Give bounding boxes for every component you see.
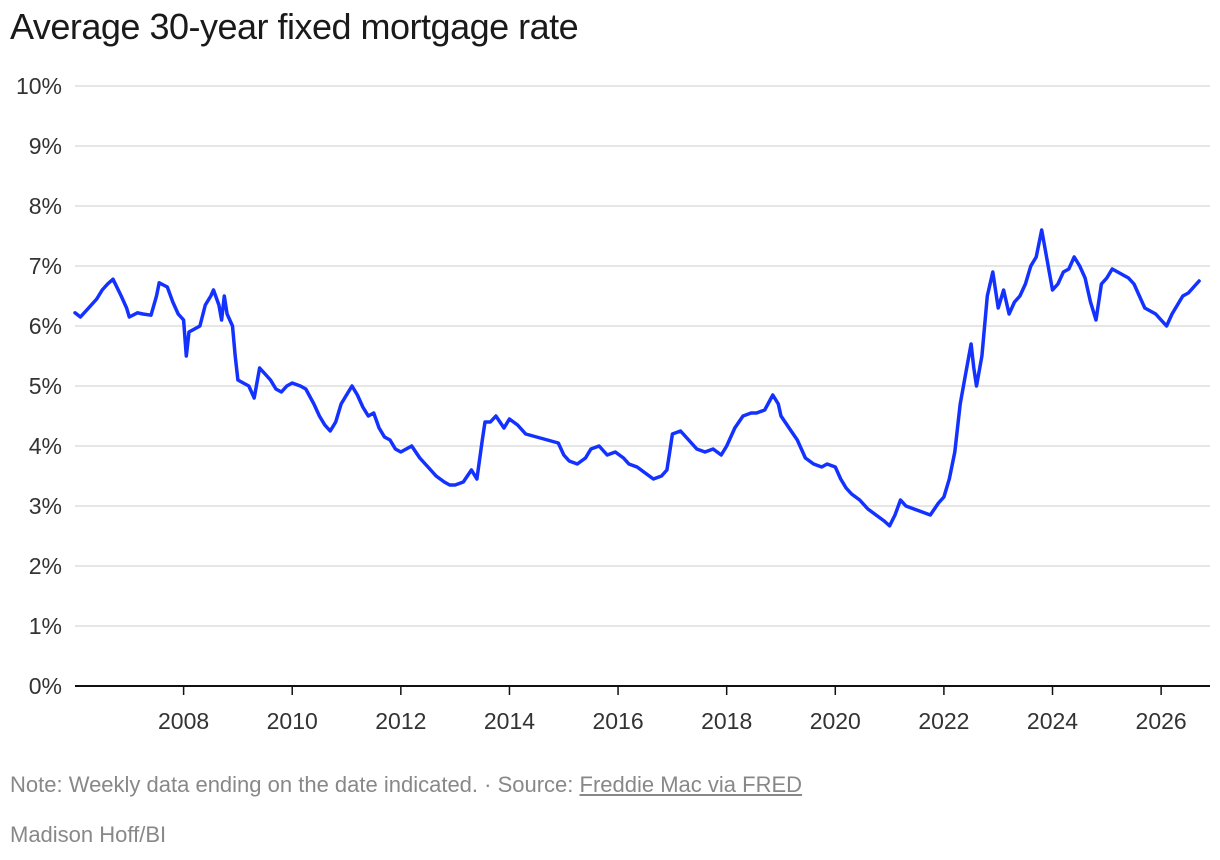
y-tick-label: 1% [29,613,62,639]
x-tick-label: 2026 [1136,708,1187,734]
y-tick-label: 10% [16,73,62,99]
x-tick-label: 2008 [158,708,209,734]
y-tick-label: 9% [29,133,62,159]
x-tick-label: 2018 [701,708,752,734]
x-tick-label: 2020 [810,708,861,734]
note-text: Note: Weekly data ending on the date ind… [10,772,580,797]
y-tick-label: 4% [29,433,62,459]
x-tick-label: 2010 [267,708,318,734]
y-tick-label: 7% [29,253,62,279]
x-axis-ticks: 2008 2010 2012 2014 2016 2018 2020 2022 2024 2026 [158,686,1187,734]
series-marks [73,228,1201,528]
footer-note: Note: Weekly data ending on the date ind… [10,772,802,798]
y-tick-label: 6% [29,313,62,339]
y-axis-ticks: 0% 1% 2% 3% 4% 5% 6% 7% 8% 9% 10% [16,73,62,699]
source-link[interactable]: Freddie Mac via FRED [579,772,803,797]
y-tick-label: 2% [29,553,62,579]
x-tick-label: 2016 [592,708,643,734]
y-tick-label: 0% [29,673,62,699]
y-tick-label: 5% [29,373,62,399]
x-tick-label: 2014 [484,708,535,734]
x-tick-label: 2022 [918,708,969,734]
credit-text: Madison Hoff/BI [10,822,167,847]
series-line [73,228,1201,528]
x-tick-label: 2024 [1027,708,1078,734]
x-tick-label: 2012 [375,708,426,734]
y-tick-label: 8% [29,193,62,219]
line-chart: 0% 1% 2% 3% 4% 5% 6% 7% 8% 9% 10% 2008 2010 2012 2014… [16,73,1210,734]
gridlines [75,85,1210,627]
y-tick-label: 3% [29,493,62,519]
chart-title: Average 30-year fixed mortgage rate [10,6,579,47]
